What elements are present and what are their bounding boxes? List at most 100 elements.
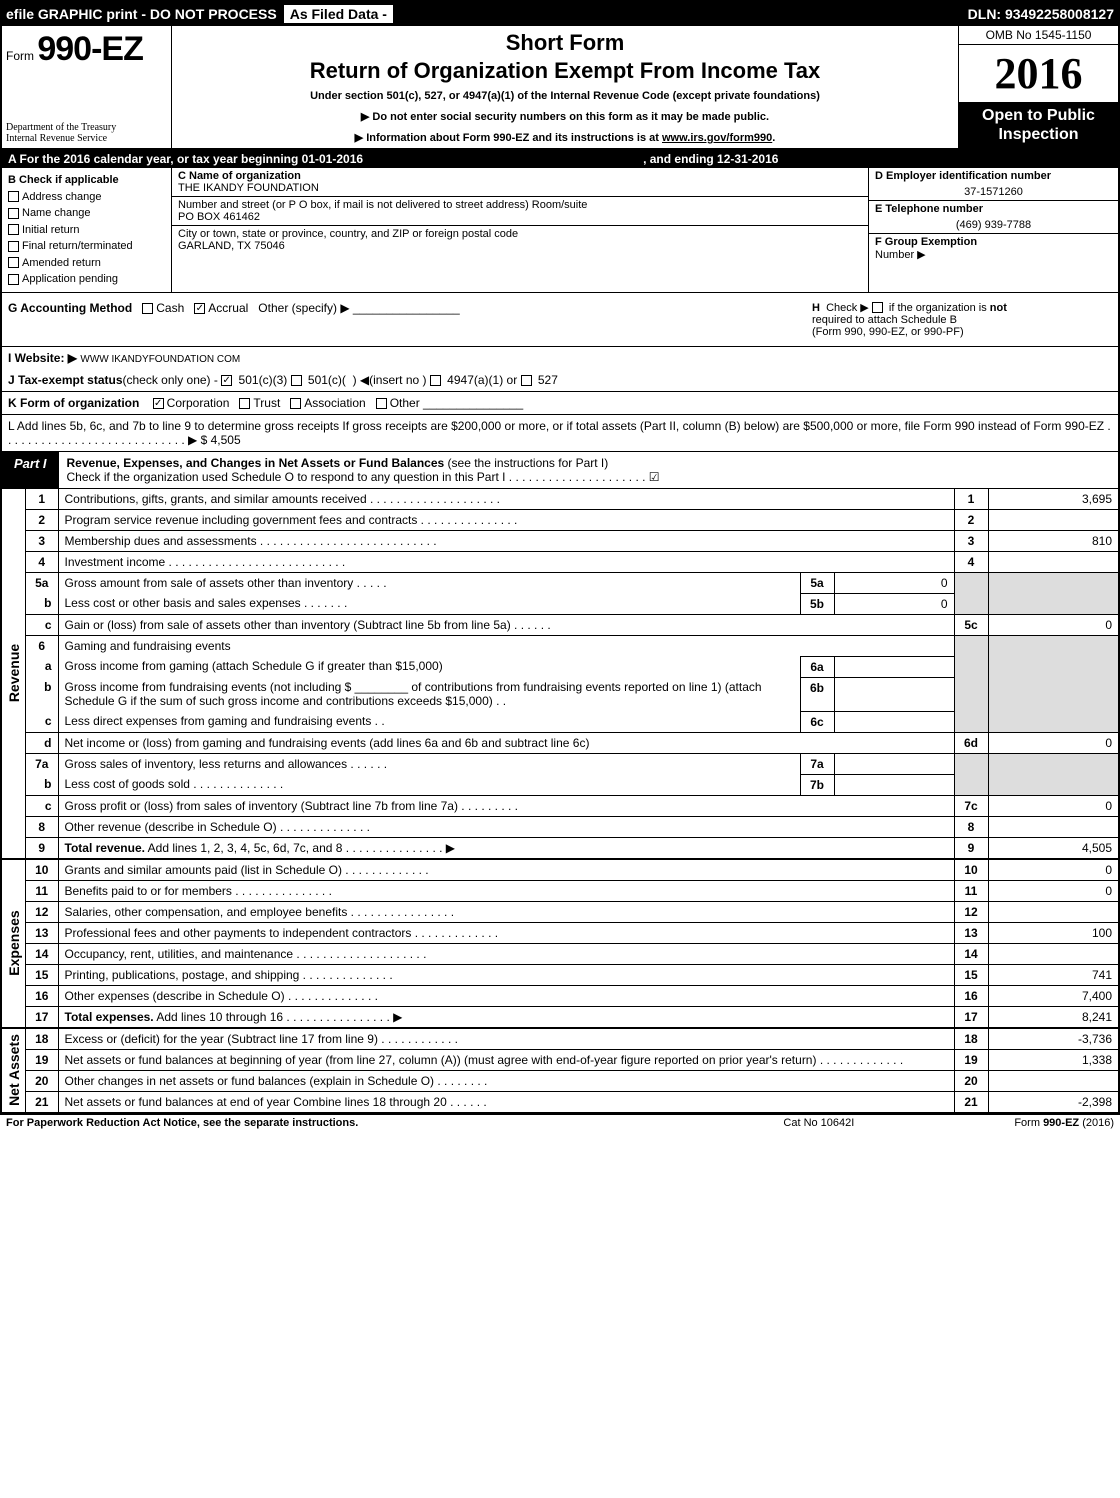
line-6b-desc: Gross income from fundraising events (no… [58,677,800,711]
chk-accrual[interactable]: ✓ [194,303,205,314]
line-5a-num: 5a [26,572,58,593]
row-g: G Accounting Method Cash ✓Accrual Other … [2,293,1118,347]
chk-501c[interactable] [291,375,302,386]
line-8-rnum: 8 [954,816,988,837]
i-label: I Website: ▶ [8,351,77,365]
chk-amended[interactable]: Amended return [8,255,165,272]
line-6a-num: a [26,656,58,677]
line-5b-desc: Less cost or other basis and sales expen… [58,593,800,614]
chk-trust[interactable] [239,398,250,409]
line-7c-desc: Gross profit or (loss) from sales of inv… [58,795,954,816]
chk-corp[interactable]: ✓ [153,398,164,409]
line-5a-desc: Gross amount from sale of assets other t… [58,572,800,593]
dln-label: DLN: 93492258008127 [968,6,1114,22]
treasury-block: Department of the Treasury Internal Reve… [6,122,167,144]
footer-left: For Paperwork Reduction Act Notice, see … [6,1117,358,1129]
line-3-rnum: 3 [954,530,988,551]
chk-pending[interactable]: Application pending [8,271,165,288]
line-4-rnum: 4 [954,551,988,572]
irs-link[interactable]: www.irs.gov/form990 [662,132,772,144]
chk-final[interactable]: Final return/terminated [8,238,165,255]
line-5a-il: 5a [800,572,834,593]
line-16-desc: Other expenses (describe in Schedule O) … [58,985,954,1006]
line-6b-num: b [26,677,58,711]
line-12-num: 12 [26,901,58,922]
efile-label: efile GRAPHIC print - DO NOT PROCESS [6,6,277,22]
vlabel-netassets: Net Assets [2,1029,26,1112]
line-3-num: 3 [26,530,58,551]
line-12-val [988,901,1118,922]
footer-form: Form 990-EZ (2016) [1014,1117,1114,1129]
footer: For Paperwork Reduction Act Notice, see … [0,1115,1120,1131]
chk-no-schedule-b[interactable] [872,302,883,313]
b-checkboxes: B Check if applicable Address change Nam… [2,168,172,292]
chk-name[interactable]: Name change [8,205,165,222]
period-begin: A For the 2016 calendar year, or tax yea… [8,152,363,166]
line-7a-desc: Gross sales of inventory, less returns a… [58,753,800,774]
line-2-val [988,509,1118,530]
e-row: E Telephone number (469) 939-7788 [869,201,1118,234]
org-street: PO BOX 461462 [178,211,862,223]
line-20-rnum: 20 [954,1070,988,1091]
line-18-val: -3,736 [988,1029,1118,1050]
line-12-desc: Salaries, other compensation, and employ… [58,901,954,922]
form-990ez: efile GRAPHIC print - DO NOT PROCESS As … [0,0,1120,1115]
line-11-desc: Benefits paid to or for members . . . . … [58,880,954,901]
line-6-num: 6 [26,635,58,656]
line-5b-iv: 0 [834,593,954,614]
line-18-desc: Excess or (deficit) for the year (Subtra… [58,1029,954,1050]
line-4-num: 4 [26,551,58,572]
treasury-line2: Internal Revenue Service [6,133,167,144]
tax-year: 2016 [959,45,1118,102]
header-right: OMB No 1545-1150 2016 Open to Public Ins… [958,26,1118,148]
line-7b-iv [834,774,954,795]
line-16-num: 16 [26,985,58,1006]
line-19-desc: Net assets or fund balances at beginning… [58,1049,954,1070]
chk-4947[interactable] [430,375,441,386]
line-14-rnum: 14 [954,943,988,964]
line-5b-num: b [26,593,58,614]
revenue-table: 1Contributions, gifts, grants, and simil… [26,489,1118,858]
chk-initial[interactable]: Initial return [8,222,165,239]
c-block: C Name of organization THE IKANDY FOUNDA… [172,168,868,292]
form-number: 990-EZ [37,30,143,68]
h-line2: required to attach Schedule B [812,314,1112,326]
line-15-val: 741 [988,964,1118,985]
expenses-table: 10Grants and similar amounts paid (list … [26,860,1118,1027]
line-5c-num: c [26,614,58,635]
form-title: Return of Organization Exempt From Incom… [180,58,950,84]
line-6a-iv [834,656,954,677]
phone: (469) 939-7788 [875,215,1112,231]
line-16-rnum: 16 [954,985,988,1006]
line-6d-val: 0 [988,732,1118,753]
line-21-rnum: 21 [954,1091,988,1112]
line-6b-il: 6b [800,677,834,711]
line-20-desc: Other changes in net assets or fund bala… [58,1070,954,1091]
part-i-check: Check if the organization used Schedule … [67,470,660,484]
line-7b-num: b [26,774,58,795]
line-7a-il: 7a [800,753,834,774]
as-filed-label: As Filed Data - [283,4,394,24]
d-e-f-block: D Employer identification number 37-1571… [868,168,1118,292]
line-2-num: 2 [26,509,58,530]
period-end: , and ending 12-31-2016 [643,152,778,166]
footer-cat: Cat No 10642I [783,1117,854,1129]
line-10-num: 10 [26,860,58,881]
line-13-rnum: 13 [954,922,988,943]
line-7a-num: 7a [26,753,58,774]
chk-assoc[interactable] [290,398,301,409]
line-6a-il: 6a [800,656,834,677]
org-name: THE IKANDY FOUNDATION [178,182,862,194]
d-label: D Employer identification number [875,170,1112,182]
line-21-desc: Net assets or fund balances at end of ye… [58,1091,954,1112]
line-17-num: 17 [26,1006,58,1027]
chk-527[interactable] [521,375,532,386]
chk-501c3[interactable]: ✓ [221,375,232,386]
chk-address[interactable]: Address change [8,189,165,206]
row-l: L Add lines 5b, 6c, and 7b to line 9 to … [2,415,1118,452]
line-9-desc: Total revenue. Add lines 1, 2, 3, 4, 5c,… [58,837,954,858]
chk-other[interactable] [376,398,387,409]
line-7b-desc: Less cost of goods sold . . . . . . . . … [58,774,800,795]
line-11-rnum: 11 [954,880,988,901]
chk-cash[interactable] [142,303,153,314]
